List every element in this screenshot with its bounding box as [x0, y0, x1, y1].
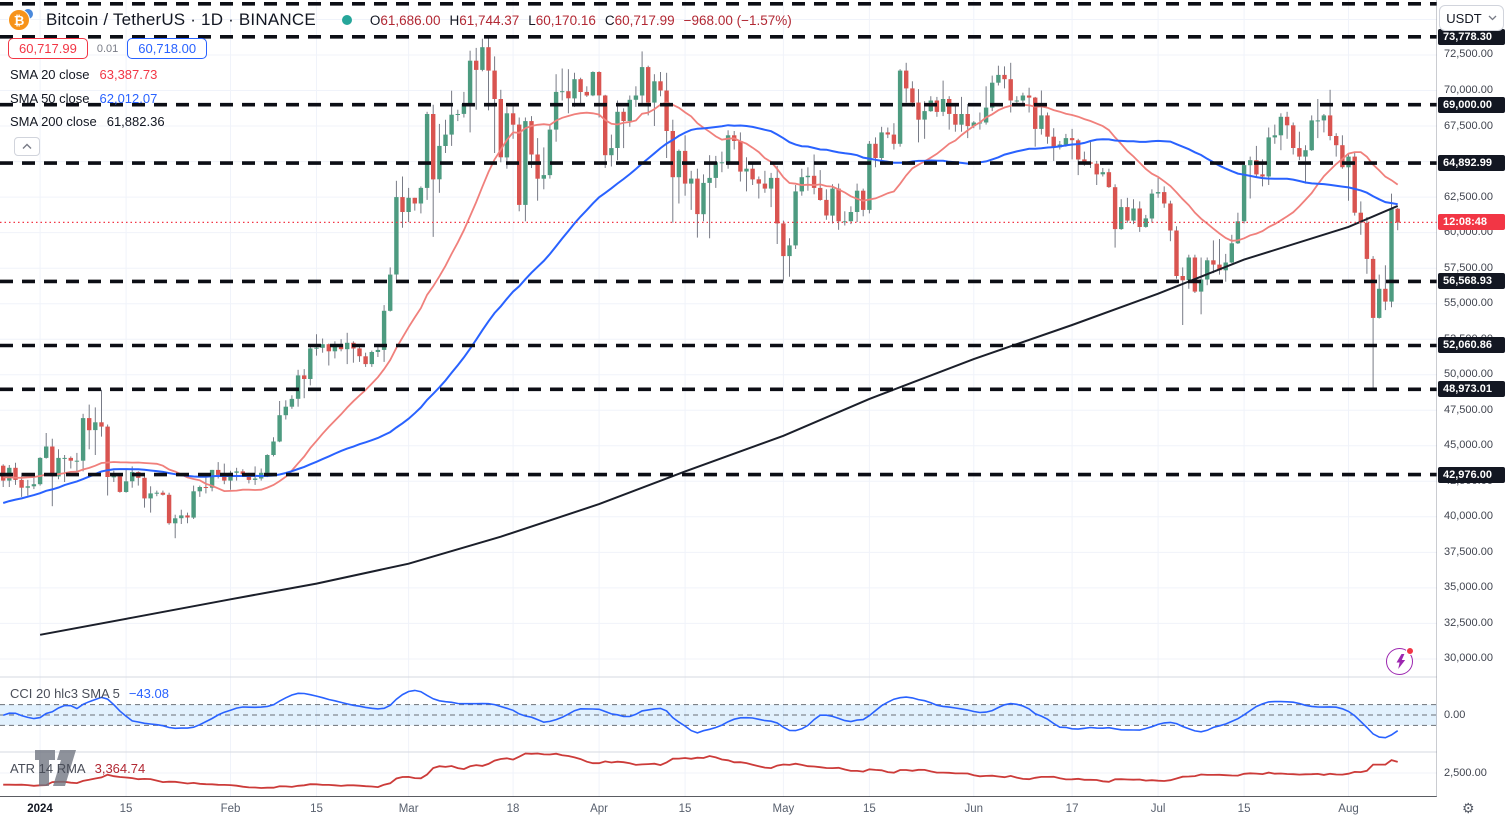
- currency-unit-label: USDT: [1446, 10, 1482, 26]
- time-axis-label: 15: [119, 803, 133, 815]
- price-axis-label: 57,500.00: [1444, 261, 1493, 274]
- price-level-badge: 73,778.30: [1438, 28, 1505, 45]
- pair-logo-icon: ₿: [8, 8, 38, 32]
- time-axis-label: 2024: [27, 803, 53, 815]
- atr-label: ATR 14 RMA: [10, 761, 86, 776]
- price-level-badge: 42,976.00: [1438, 466, 1505, 483]
- time-axis-label: Mar: [398, 803, 419, 815]
- time-axis-label: Jun: [964, 803, 984, 815]
- atr-value: 3,364.74: [94, 761, 146, 776]
- sma50-label: SMA 50 close: [10, 91, 90, 106]
- time-axis-label: 15: [310, 803, 323, 815]
- time-axis-label: Aug: [1338, 803, 1359, 815]
- time-axis-label: 15: [862, 803, 876, 815]
- sell-price-button[interactable]: 60,717.99: [8, 38, 88, 59]
- flash-boost-button[interactable]: [1386, 647, 1414, 675]
- price-axis-label: 72,500.00: [1444, 48, 1493, 61]
- price-level-badge: 69,000.00: [1438, 96, 1505, 113]
- sma20-value: 63,387.73: [99, 67, 158, 82]
- price-axis-label: 62,500.00: [1444, 190, 1493, 203]
- time-axis-label: Apr: [590, 803, 609, 815]
- time-axis-label: Jul: [1150, 803, 1166, 815]
- price-level-badge: 56,568.93: [1438, 273, 1505, 290]
- time-axis[interactable]: ⚙ 2024 15 Feb 15 Mar 18 Apr 15 May 15 Jun 17 Jul 15 Au…: [0, 797, 1506, 822]
- legend-sma20[interactable]: SMA 20 close 63,387.73: [10, 67, 157, 82]
- collapse-legend-button[interactable]: [14, 137, 40, 156]
- market-status-icon[interactable]: [341, 15, 352, 25]
- time-axis-label: 15: [678, 803, 692, 815]
- legend-sma200[interactable]: SMA 200 close 61,882.36: [10, 114, 165, 129]
- sma20-label: SMA 20 close: [10, 67, 90, 82]
- sma50-value: 62,012.07: [99, 91, 158, 106]
- spread-value: 0.01: [96, 42, 119, 55]
- buy-price-button[interactable]: 60,718.00: [127, 38, 208, 59]
- price-axis-label: 32,500.00: [1444, 616, 1493, 629]
- price-axis-label: 67,500.00: [1444, 119, 1493, 132]
- countdown-badge: 12:08:48: [1438, 214, 1505, 231]
- bitcoin-logo-icon: ₿: [8, 9, 30, 31]
- price-axis-label: 55,000.00: [1444, 297, 1493, 310]
- price-level-badge: 64,892.99: [1438, 155, 1505, 172]
- legend-cci[interactable]: CCI 20 hlc3 SMA 5 −43.08: [10, 686, 169, 701]
- price-axis-label: 35,000.00: [1444, 581, 1493, 594]
- price-axis-label: 50,000.00: [1444, 368, 1493, 381]
- legend-sma50[interactable]: SMA 50 close 62,012.07: [10, 91, 157, 106]
- axis-settings-gear-icon[interactable]: ⚙: [1462, 800, 1475, 816]
- price-axis-label: 40,000.00: [1444, 510, 1493, 523]
- price-level-badge: 48,973.01: [1438, 381, 1505, 398]
- time-axis-label: Feb: [220, 803, 241, 815]
- atr-axis-label: 2,500.00: [1444, 766, 1487, 779]
- time-axis-label: May: [772, 803, 795, 815]
- symbol-title[interactable]: Bitcoin / TetherUS · 1D · BINANCE: [46, 10, 316, 29]
- notification-dot-icon: [1406, 647, 1414, 655]
- chevron-up-icon: [22, 143, 32, 149]
- price-axis-label: 37,500.00: [1444, 545, 1493, 558]
- tradingview-watermark-icon: [34, 748, 86, 795]
- price-axis[interactable]: USDT 72,500.00 70,000.00 67,500.00 62,500.0…: [1437, 0, 1506, 797]
- sma200-label: SMA 200 close: [10, 114, 97, 129]
- time-axis-label: 17: [1065, 803, 1079, 815]
- cci-axis-label: 0.00: [1444, 708, 1466, 721]
- change-value: −968.00 (−1.57%): [683, 12, 792, 28]
- price-axis-label: 30,000.00: [1444, 652, 1493, 665]
- price-level-badge: 52,060.86: [1438, 337, 1505, 354]
- time-axis-label: 15: [1237, 803, 1251, 815]
- price-axis-label: 47,500.00: [1444, 403, 1493, 416]
- price-axis-label: 45,000.00: [1444, 439, 1493, 452]
- sma200-value: 61,882.36: [106, 114, 165, 129]
- cci-value: −43.08: [128, 686, 169, 701]
- ohlc-values: O61,686.00 H61,744.37 L60,170.16 C60,717…: [369, 12, 792, 28]
- symbol-legend[interactable]: ₿ Bitcoin / TetherUS · 1D · BINANCE O61,…: [8, 8, 792, 32]
- price-axis-label: 70,000.00: [1444, 84, 1493, 97]
- legend-atr[interactable]: ATR 14 RMA 3,364.74: [10, 761, 145, 776]
- currency-unit-button[interactable]: USDT: [1439, 5, 1504, 31]
- lightning-bolt-icon: [1396, 654, 1405, 669]
- chevron-down-icon: [1488, 15, 1497, 21]
- time-axis-label: 18: [506, 803, 520, 815]
- cci-label: CCI 20 hlc3 SMA 5: [10, 686, 120, 701]
